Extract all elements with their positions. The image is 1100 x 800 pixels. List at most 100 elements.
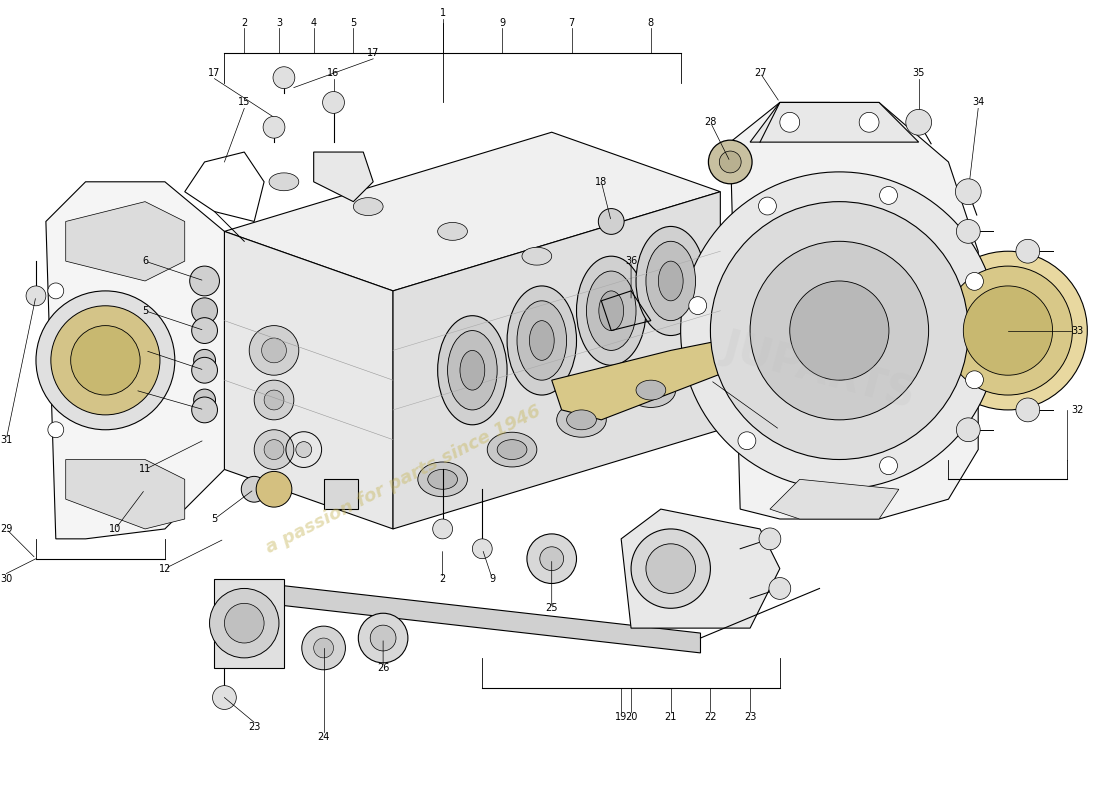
Circle shape: [51, 306, 160, 415]
Circle shape: [598, 209, 624, 234]
Circle shape: [646, 544, 695, 594]
Ellipse shape: [557, 402, 606, 437]
Polygon shape: [552, 341, 730, 420]
Ellipse shape: [507, 286, 576, 395]
Text: 5: 5: [350, 18, 356, 28]
Circle shape: [209, 589, 279, 658]
Circle shape: [70, 326, 140, 395]
Circle shape: [263, 116, 285, 138]
Bar: [323, 479, 359, 509]
Polygon shape: [730, 102, 978, 519]
Ellipse shape: [598, 291, 624, 330]
Text: 3: 3: [132, 385, 139, 395]
Circle shape: [48, 283, 64, 299]
Circle shape: [254, 430, 294, 470]
Circle shape: [26, 286, 46, 306]
Text: 25: 25: [546, 603, 558, 614]
Text: 16: 16: [328, 68, 340, 78]
Polygon shape: [224, 132, 720, 291]
Polygon shape: [214, 578, 284, 668]
Circle shape: [880, 457, 898, 474]
Polygon shape: [66, 202, 185, 281]
Ellipse shape: [517, 301, 566, 380]
Circle shape: [36, 291, 175, 430]
Text: 36: 36: [625, 256, 637, 266]
Circle shape: [769, 578, 791, 599]
Circle shape: [256, 471, 292, 507]
Text: 34: 34: [972, 98, 984, 107]
Circle shape: [472, 539, 492, 558]
Text: 27: 27: [754, 68, 767, 78]
Ellipse shape: [438, 316, 507, 425]
Ellipse shape: [636, 226, 705, 335]
Circle shape: [956, 219, 980, 243]
Polygon shape: [770, 479, 899, 519]
Text: 17: 17: [367, 48, 380, 58]
Text: 3: 3: [276, 18, 282, 28]
Circle shape: [191, 397, 218, 423]
Ellipse shape: [658, 261, 683, 301]
Text: 9: 9: [490, 574, 495, 583]
Ellipse shape: [487, 432, 537, 467]
Circle shape: [48, 422, 64, 438]
Text: 37: 37: [773, 425, 786, 434]
Text: 1: 1: [440, 8, 446, 18]
Ellipse shape: [626, 373, 675, 407]
Ellipse shape: [418, 462, 468, 497]
Circle shape: [322, 91, 344, 114]
Circle shape: [371, 625, 396, 651]
Ellipse shape: [460, 350, 485, 390]
Circle shape: [314, 638, 333, 658]
Text: 12: 12: [158, 564, 172, 574]
Ellipse shape: [497, 440, 527, 459]
Text: 19: 19: [615, 712, 627, 722]
Circle shape: [964, 286, 1053, 375]
Circle shape: [194, 350, 216, 371]
Circle shape: [264, 440, 284, 459]
Ellipse shape: [586, 271, 636, 350]
Circle shape: [689, 297, 706, 314]
Circle shape: [711, 202, 968, 459]
Ellipse shape: [522, 247, 552, 265]
Text: 15: 15: [238, 98, 251, 107]
Text: 6: 6: [142, 256, 148, 266]
Ellipse shape: [428, 470, 458, 490]
Ellipse shape: [529, 321, 554, 360]
Circle shape: [301, 626, 345, 670]
Text: 7: 7: [569, 18, 574, 28]
Circle shape: [631, 529, 711, 608]
Circle shape: [212, 686, 236, 710]
Text: 10: 10: [109, 524, 121, 534]
Circle shape: [189, 266, 220, 296]
Ellipse shape: [438, 222, 468, 240]
Circle shape: [790, 281, 889, 380]
Circle shape: [527, 534, 576, 583]
Text: 26: 26: [377, 662, 389, 673]
Circle shape: [928, 251, 1087, 410]
Text: 8: 8: [648, 18, 654, 28]
Circle shape: [241, 476, 267, 502]
Circle shape: [738, 432, 756, 450]
Circle shape: [540, 546, 563, 570]
Polygon shape: [66, 459, 185, 529]
Circle shape: [194, 389, 216, 411]
Polygon shape: [224, 231, 393, 529]
Circle shape: [905, 110, 932, 135]
Text: 18: 18: [595, 177, 607, 186]
Text: 2: 2: [440, 574, 446, 583]
Text: a passion for parts since 1946: a passion for parts since 1946: [263, 402, 543, 557]
Polygon shape: [314, 152, 373, 202]
Text: 4: 4: [142, 346, 148, 355]
Circle shape: [750, 242, 928, 420]
Circle shape: [966, 273, 983, 290]
Polygon shape: [750, 102, 918, 142]
Text: 2: 2: [241, 18, 248, 28]
Circle shape: [296, 442, 311, 458]
Text: 22: 22: [704, 712, 717, 722]
Circle shape: [432, 519, 452, 539]
Circle shape: [759, 528, 781, 550]
Circle shape: [224, 603, 264, 643]
Text: 23: 23: [744, 712, 757, 722]
Circle shape: [359, 614, 408, 663]
Circle shape: [956, 179, 981, 205]
